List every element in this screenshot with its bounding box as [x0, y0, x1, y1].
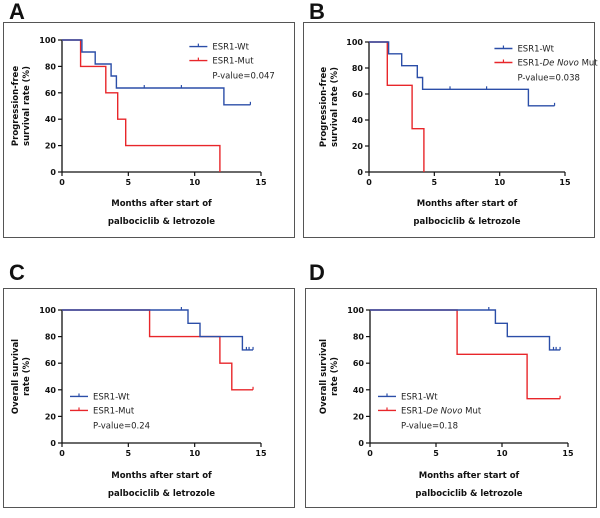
y-tick-label: 60: [45, 89, 57, 98]
y-tick-label: 60: [45, 359, 57, 368]
y-axis-title: survival rate (%): [330, 67, 340, 147]
x-tick-label: 0: [59, 449, 65, 458]
legend-label: ESR1-De Novo Mut: [401, 406, 482, 416]
y-tick-label: 80: [353, 333, 365, 342]
panel-letter: D: [309, 260, 325, 285]
x-tick-label: 15: [255, 449, 267, 458]
x-axis-title: palbociclib & letrozole: [415, 489, 522, 499]
x-tick-label: 0: [366, 178, 372, 187]
panel-letter: A: [9, 0, 25, 24]
chart-frame: [303, 22, 595, 238]
legend-label: ESR1-Wt: [212, 43, 249, 53]
y-tick-label: 100: [347, 306, 364, 315]
plot-area: 0 20 40 60 80 100 0 5 10 15 Months after start of p…: [319, 38, 598, 227]
panel-b: B 0 20 40 60 80 100 0 5 10 15 Months after start o…: [300, 0, 600, 240]
chart-a: 0 20 40 60 80 100 0 5 10 15 Months after start of p…: [11, 36, 275, 227]
x-axis-title: Months after start of: [417, 199, 518, 209]
chart-b: 0 20 40 60 80 100 0 5 10 15 Months after start of p…: [319, 38, 598, 227]
x-tick-label: 0: [59, 178, 65, 187]
y-tick-label: 40: [352, 116, 364, 125]
y-axis-title: rate (%): [22, 357, 32, 396]
series-line-wt: [370, 309, 561, 351]
x-tick-label: 10: [496, 449, 508, 458]
x-tick-label: 0: [367, 449, 373, 458]
y-tick-label: 100: [39, 36, 56, 45]
legend-label: ESR1-Wt: [401, 392, 438, 402]
legend-label: ESR1-Mut: [212, 57, 254, 67]
series-line-wt: [369, 41, 555, 107]
y-tick-label: 80: [45, 333, 57, 342]
series-line-wt: [62, 39, 251, 106]
panel-d: D 0 20 40 60 80 100 0 5 10 15 Months after start o…: [300, 260, 600, 518]
plot-area: 0 20 40 60 80 100 0 5 10 15 Months after start of p…: [11, 306, 267, 499]
y-tick-label: 0: [50, 439, 56, 448]
x-axis-title: Months after start of: [111, 471, 212, 481]
y-tick-label: 0: [358, 439, 364, 448]
series-line-wt: [62, 309, 253, 351]
series-line-mut: [62, 309, 253, 391]
chart-c: 0 20 40 60 80 100 0 5 10 15 Months after start of p…: [11, 306, 267, 499]
plot-area: 0 20 40 60 80 100 0 5 10 15 Months after start of p…: [11, 36, 275, 227]
y-tick-label: 100: [346, 38, 363, 47]
y-tick-label: 20: [45, 412, 57, 421]
x-tick-label: 5: [432, 178, 438, 187]
x-tick-label: 5: [126, 178, 132, 187]
x-axis-title: Months after start of: [111, 199, 212, 209]
x-axis-title: palbociclib & letrozole: [413, 217, 520, 227]
x-tick-label: 15: [255, 178, 267, 187]
legend-label: ESR1-Wt: [517, 45, 554, 55]
y-tick-label: 80: [352, 64, 364, 73]
y-tick-label: 100: [39, 306, 56, 315]
y-tick-label: 40: [45, 386, 57, 395]
y-tick-label: 20: [353, 412, 365, 421]
x-tick-label: 10: [494, 178, 506, 187]
y-axis-title: Overall survival: [11, 339, 21, 414]
x-axis-title: Months after start of: [419, 471, 520, 481]
panel-a: A 0 20 40 60 80 100 0 5 10 15 Months after start o…: [0, 0, 300, 240]
x-axis-title: palbociclib & letrozole: [108, 489, 215, 499]
legend-label: ESR1-Wt: [93, 392, 130, 402]
legend-label: ESR1-De Novo Mut: [517, 59, 598, 69]
y-tick-label: 0: [357, 168, 363, 177]
x-tick-label: 15: [562, 449, 574, 458]
x-tick-label: 15: [559, 178, 571, 187]
x-axis-title: palbociclib & letrozole: [108, 217, 215, 227]
x-tick-label: 10: [189, 449, 201, 458]
y-axis-title: Progression-free: [11, 66, 21, 146]
y-tick-label: 60: [352, 90, 364, 99]
y-tick-label: 80: [45, 62, 57, 71]
panel-letter: C: [9, 260, 25, 285]
panel-c: C 0 20 40 60 80 100 0 5 10 15 Months after start o…: [0, 260, 300, 518]
series-line-mut: [62, 39, 221, 172]
x-tick-label: 10: [189, 178, 201, 187]
p-value-label: P-value=0.24: [93, 421, 150, 431]
y-tick-label: 20: [45, 142, 57, 151]
chart-d: 0 20 40 60 80 100 0 5 10 15 Months after start of p…: [319, 306, 574, 499]
y-tick-label: 40: [45, 115, 57, 124]
x-tick-label: 5: [433, 449, 439, 458]
y-tick-label: 60: [353, 359, 365, 368]
y-tick-label: 40: [353, 386, 365, 395]
y-axis-title: Progression-free: [319, 67, 329, 147]
y-tick-label: 0: [50, 168, 56, 177]
plot-area: 0 20 40 60 80 100 0 5 10 15 Months after start of p…: [319, 306, 574, 499]
p-value-label: P-value=0.038: [517, 74, 579, 84]
legend-label: ESR1-Mut: [93, 406, 135, 416]
panel-letter: B: [309, 0, 325, 24]
p-value-label: P-value=0.047: [212, 72, 274, 82]
p-value-label: P-value=0.18: [401, 421, 458, 431]
series-line-mut: [370, 309, 561, 400]
x-tick-label: 5: [126, 449, 132, 458]
y-axis-title: Overall survival: [319, 339, 329, 414]
y-axis-title: rate (%): [330, 357, 340, 396]
chart-frame: [3, 22, 295, 238]
series-line-mut: [369, 41, 425, 172]
y-axis-title: survival rate (%): [22, 66, 32, 146]
y-tick-label: 20: [352, 142, 364, 151]
